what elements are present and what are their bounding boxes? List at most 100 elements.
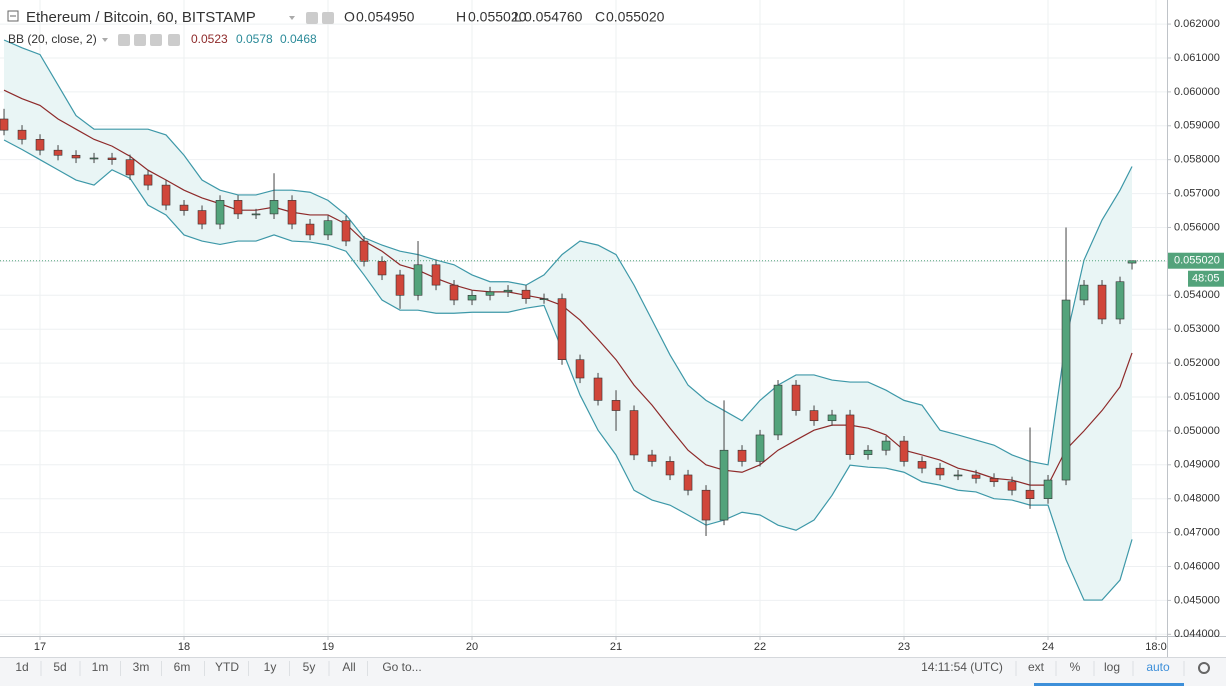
range-button[interactable]: YTD — [215, 660, 239, 674]
candle-body — [485, 291, 495, 296]
x-tick-label: 17 — [34, 641, 46, 653]
range-button[interactable]: All — [342, 660, 355, 674]
candle-body — [0, 118, 9, 131]
y-tick-label: 0.054000 — [1174, 289, 1220, 301]
clock: 14:11:54 (UTC) — [921, 660, 1003, 674]
candle-body — [593, 377, 603, 401]
candle-body — [575, 359, 585, 379]
candle-body — [17, 129, 27, 140]
candle-body — [35, 139, 45, 151]
settings-gear[interactable] — [1198, 662, 1210, 674]
candle-body — [827, 414, 837, 422]
x-tick-label: 24 — [1042, 641, 1054, 653]
range-button[interactable]: 1y — [264, 660, 277, 674]
x-tick-label: 19 — [322, 641, 334, 653]
x-tick-label: 20 — [466, 641, 478, 653]
candle-body — [89, 157, 99, 160]
range-button[interactable]: 3m — [133, 660, 150, 674]
candle-body — [1061, 299, 1071, 481]
candle-body — [539, 298, 549, 300]
candle-body — [1043, 479, 1053, 499]
candle-body — [269, 200, 279, 215]
dropdown-arrow[interactable] — [102, 38, 108, 42]
axes: 0.044000 0.045000 0.046000 0.047000 0.048000… — [34, 18, 1224, 653]
candle-body — [989, 478, 999, 483]
collapse-icon[interactable] — [7, 10, 19, 22]
y-tick-label: 0.059000 — [1174, 120, 1220, 132]
candle-body — [881, 440, 891, 451]
range-button[interactable]: 5d — [53, 660, 66, 674]
y-tick-label: 0.047000 — [1174, 527, 1220, 539]
auto-button[interactable]: auto — [1146, 660, 1170, 674]
range-button[interactable]: 6m — [174, 660, 191, 674]
candle-body — [1115, 281, 1125, 320]
high-letter: H — [456, 9, 466, 25]
y-tick-label: 0.062000 — [1174, 18, 1220, 30]
candle-body — [71, 154, 81, 159]
candle-body — [323, 220, 333, 236]
y-tick-label: 0.049000 — [1174, 459, 1220, 471]
icon-settings[interactable] — [322, 12, 334, 24]
candle-body — [755, 434, 765, 462]
icon-settings[interactable] — [134, 34, 146, 46]
bb-upper — [3, 39, 1133, 466]
y-tick-label: 0.046000 — [1174, 560, 1220, 572]
dropdown-arrow[interactable] — [289, 16, 295, 20]
candle-body — [125, 159, 135, 176]
last-price-box — [1168, 252, 1224, 269]
y-tick-label: 0.051000 — [1174, 391, 1220, 403]
candle-body — [251, 213, 261, 216]
bb-lower — [3, 139, 1133, 601]
low-letter: L — [514, 9, 522, 25]
candle-body — [917, 461, 927, 469]
icon-eye[interactable] — [306, 12, 318, 24]
icon-add[interactable] — [150, 34, 162, 46]
candle-body — [431, 264, 441, 286]
candle-body — [449, 284, 459, 301]
x-tick-label: 18 — [178, 641, 190, 653]
range-button[interactable]: Go to... — [382, 660, 421, 674]
y-tick-label: 0.053000 — [1174, 323, 1220, 335]
candle-body — [161, 184, 171, 206]
percent-button[interactable]: % — [1070, 660, 1081, 674]
candle-body — [377, 261, 387, 276]
icon-remove[interactable] — [168, 34, 180, 46]
log-button[interactable]: log — [1104, 660, 1120, 674]
countdown-label: 48:05 — [1192, 273, 1220, 285]
candle-body — [53, 149, 63, 156]
y-tick-label: 0.061000 — [1174, 52, 1220, 64]
range-button[interactable]: 1m — [92, 660, 109, 674]
x-tick-label: 23 — [898, 641, 910, 653]
candle-body — [737, 449, 747, 462]
candle-body — [359, 240, 369, 262]
y-tick-label: 0.052000 — [1174, 357, 1220, 369]
candle-body — [341, 220, 351, 242]
candle-body — [845, 414, 855, 455]
open-value: 0.054950 — [356, 9, 415, 25]
range-button[interactable]: 5y — [303, 660, 316, 674]
range-button[interactable]: 1d — [15, 660, 28, 674]
candle-body — [719, 449, 729, 521]
low-value: 0.054760 — [524, 9, 583, 25]
ext-button[interactable]: ext — [1028, 660, 1045, 674]
candle-body — [503, 289, 513, 293]
candle-body — [629, 410, 639, 456]
bb-basis-value: 0.0523 — [191, 32, 228, 46]
auto-underline — [1034, 683, 1184, 686]
open-letter: O — [344, 9, 355, 25]
candle-body — [143, 174, 153, 186]
candle-body — [791, 384, 801, 411]
candle-body — [233, 200, 243, 215]
symbol-title: Ethereum / Bitcoin, 60, BITSTAMP — [26, 9, 256, 26]
candle-body — [1097, 284, 1107, 320]
icon-eye[interactable] — [118, 34, 130, 46]
candle-body — [107, 157, 117, 160]
candle-body — [899, 440, 909, 462]
y-tick-label: 0.058000 — [1174, 154, 1220, 166]
candle-body — [971, 474, 981, 479]
candle-body — [1127, 260, 1137, 264]
bb-basis — [3, 89, 1133, 486]
high-value: 0.055020 — [468, 9, 527, 25]
candle-body — [935, 467, 945, 476]
